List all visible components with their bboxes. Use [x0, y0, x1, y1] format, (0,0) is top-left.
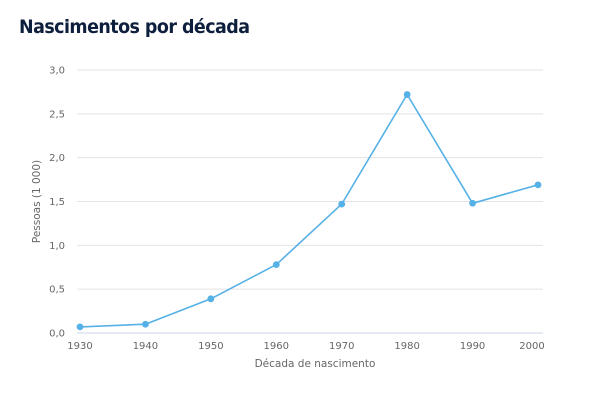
- data-point[interactable]: [272, 261, 280, 269]
- y-tick-label: 0,5: [49, 285, 65, 296]
- data-point[interactable]: [403, 91, 411, 98]
- y-tick-label: 3,0: [49, 66, 65, 77]
- data-point[interactable]: [469, 199, 476, 207]
- y-tick-label: 1,0: [49, 241, 65, 252]
- data-point[interactable]: [338, 200, 346, 208]
- data-point[interactable]: [534, 181, 542, 189]
- x-tick-label: 1970: [329, 341, 354, 352]
- y-axis-label: Pessoas (1 000): [31, 160, 43, 243]
- x-axis-label: Década de nascimento: [255, 358, 376, 370]
- y-tick-label: 2,0: [49, 153, 65, 164]
- y-tick-label: 2,5: [49, 109, 65, 120]
- x-axis-ticks: 1930 1940 1950 1960 1970 1980 1990 2000: [67, 341, 544, 352]
- data-point[interactable]: [142, 320, 149, 328]
- series-line: [79, 93, 539, 328]
- x-tick-label: 1940: [133, 341, 158, 352]
- data-point[interactable]: [76, 323, 84, 331]
- x-tick-label: 1950: [198, 341, 223, 352]
- y-tick-label: 1,5: [49, 197, 65, 208]
- x-tick-label: 1960: [264, 341, 289, 352]
- data-points: [76, 91, 542, 331]
- data-point[interactable]: [207, 295, 215, 303]
- gridlines: [77, 69, 543, 290]
- y-axis-ticks: 0,0 0,5 1,0 1,5 2,0 2,5 3,0: [49, 66, 65, 340]
- x-tick-label: 1980: [394, 341, 419, 352]
- y-tick-label: 0,0: [49, 329, 65, 340]
- x-tick-label: 2000: [519, 341, 544, 352]
- x-tick-label: 1930: [67, 341, 92, 352]
- x-tick-label: 1990: [460, 341, 485, 352]
- chart-title: Nascimentos por década: [19, 16, 250, 38]
